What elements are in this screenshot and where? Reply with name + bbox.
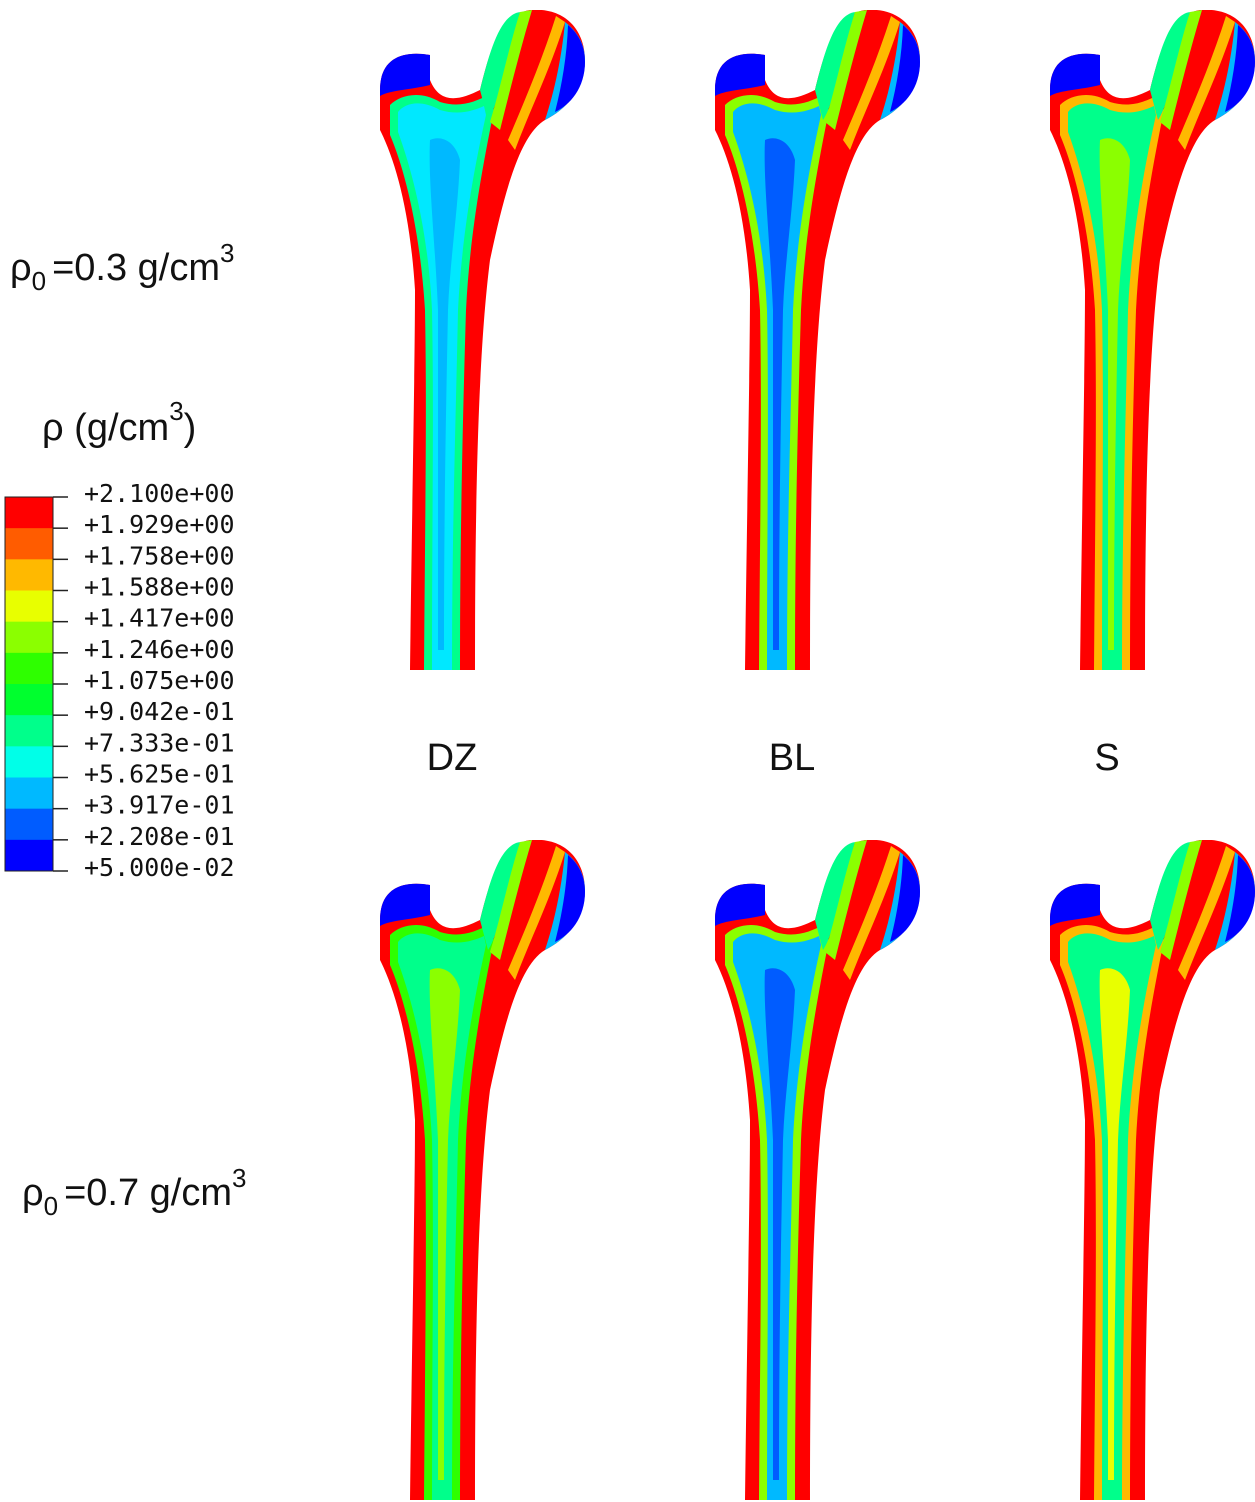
text: ρ (g/cm — [42, 407, 169, 449]
legend-tick-label: +1.075e+00 — [84, 666, 235, 695]
legend-swatch — [5, 746, 53, 778]
row-label: ρ0 =0.7 g/cm3 — [22, 1163, 246, 1221]
legend-tick-label: +2.208e-01 — [84, 822, 235, 851]
femur-map — [380, 840, 585, 1500]
legend-swatch — [5, 777, 53, 810]
superscript: 3 — [169, 396, 183, 426]
column-label: BL — [769, 737, 815, 779]
legend-swatch — [5, 839, 53, 872]
legend-swatch — [5, 559, 53, 591]
legend-tick-label: +5.625e-01 — [84, 760, 235, 789]
subscript: 0 — [32, 266, 46, 296]
column-label: S — [1094, 737, 1119, 779]
legend-title: ρ (g/cm3) — [42, 396, 196, 449]
legend-swatch — [5, 715, 53, 747]
femur-map — [1050, 10, 1255, 670]
femur-map — [715, 10, 920, 670]
legend-swatch — [5, 528, 53, 560]
femur-map — [380, 10, 585, 670]
legend-tick-label: +9.042e-01 — [84, 697, 235, 726]
femur-map — [715, 840, 920, 1500]
legend-swatch — [5, 684, 53, 716]
legend-tick-label: +2.100e+00 — [84, 479, 235, 508]
legend-tick-label: +7.333e-01 — [84, 728, 235, 757]
legend-tick-label: +1.417e+00 — [84, 604, 235, 633]
column-label: DZ — [427, 737, 478, 779]
legend-tick-label: +1.758e+00 — [84, 541, 235, 570]
legend-border — [4, 496, 54, 872]
superscript: 3 — [232, 1163, 246, 1193]
symbol: ρ — [10, 247, 32, 289]
legend-tick-label: +1.246e+00 — [84, 635, 235, 664]
legend-swatch — [5, 497, 53, 529]
legend-tick-label: +3.917e-01 — [84, 791, 235, 820]
legend-swatch — [5, 590, 53, 623]
subscript: 0 — [44, 1191, 58, 1221]
legend-swatch — [5, 808, 53, 841]
legend-tick-label: +1.929e+00 — [84, 510, 235, 539]
legend-swatch — [5, 621, 53, 654]
femur-map — [1050, 840, 1255, 1500]
legend-swatch — [5, 652, 53, 685]
text: ) — [184, 407, 197, 449]
legend-tick-label: +1.588e+00 — [84, 573, 235, 602]
row-label: ρ0 =0.3 g/cm3 — [10, 238, 234, 296]
legend-tick-label: +5.000e-02 — [84, 853, 235, 882]
legend: +2.100e+00+1.929e+00+1.758e+00 +1.588e+00… — [4, 479, 235, 882]
text: =0.3 g/cm — [52, 247, 220, 289]
text: =0.7 g/cm — [64, 1172, 232, 1214]
symbol: ρ — [22, 1172, 44, 1214]
superscript: 3 — [220, 238, 234, 268]
